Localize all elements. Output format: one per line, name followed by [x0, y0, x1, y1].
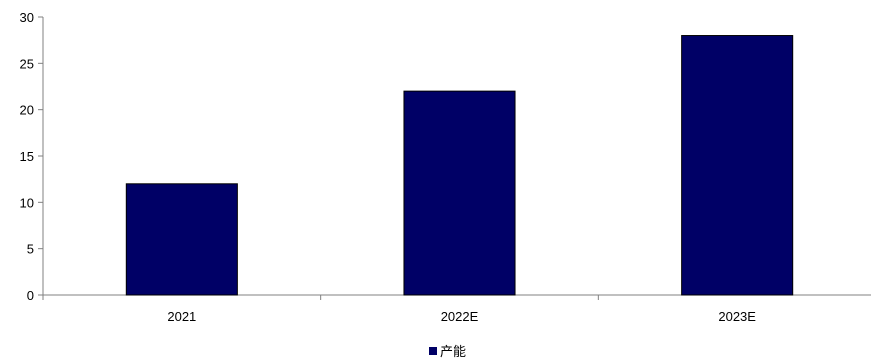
- x-tick-label: 2021: [167, 309, 196, 324]
- x-tick-label: 2022E: [441, 309, 479, 324]
- x-tick-labels: 2021 2022E 2023E: [167, 309, 756, 324]
- legend: 产能: [429, 345, 466, 360]
- y-tick-label: 5: [27, 242, 34, 257]
- y-tick-label: 20: [20, 103, 34, 118]
- y-tick-label: 0: [27, 288, 34, 303]
- legend-label: 产能: [440, 345, 466, 360]
- x-tick-label: 2023E: [718, 309, 756, 324]
- bar-2023E: [681, 35, 794, 296]
- y-tick-label: 15: [20, 149, 34, 164]
- y-tick-label: 25: [20, 56, 34, 71]
- bars: [125, 35, 794, 296]
- bar-2022E: [403, 90, 516, 296]
- y-tick-label: 30: [20, 10, 34, 25]
- legend-swatch: [429, 347, 437, 355]
- y-tick-label: 10: [20, 195, 34, 210]
- y-tick-labels: 0 5 10 15 20 25 30: [20, 10, 34, 303]
- bar-2021: [125, 183, 238, 296]
